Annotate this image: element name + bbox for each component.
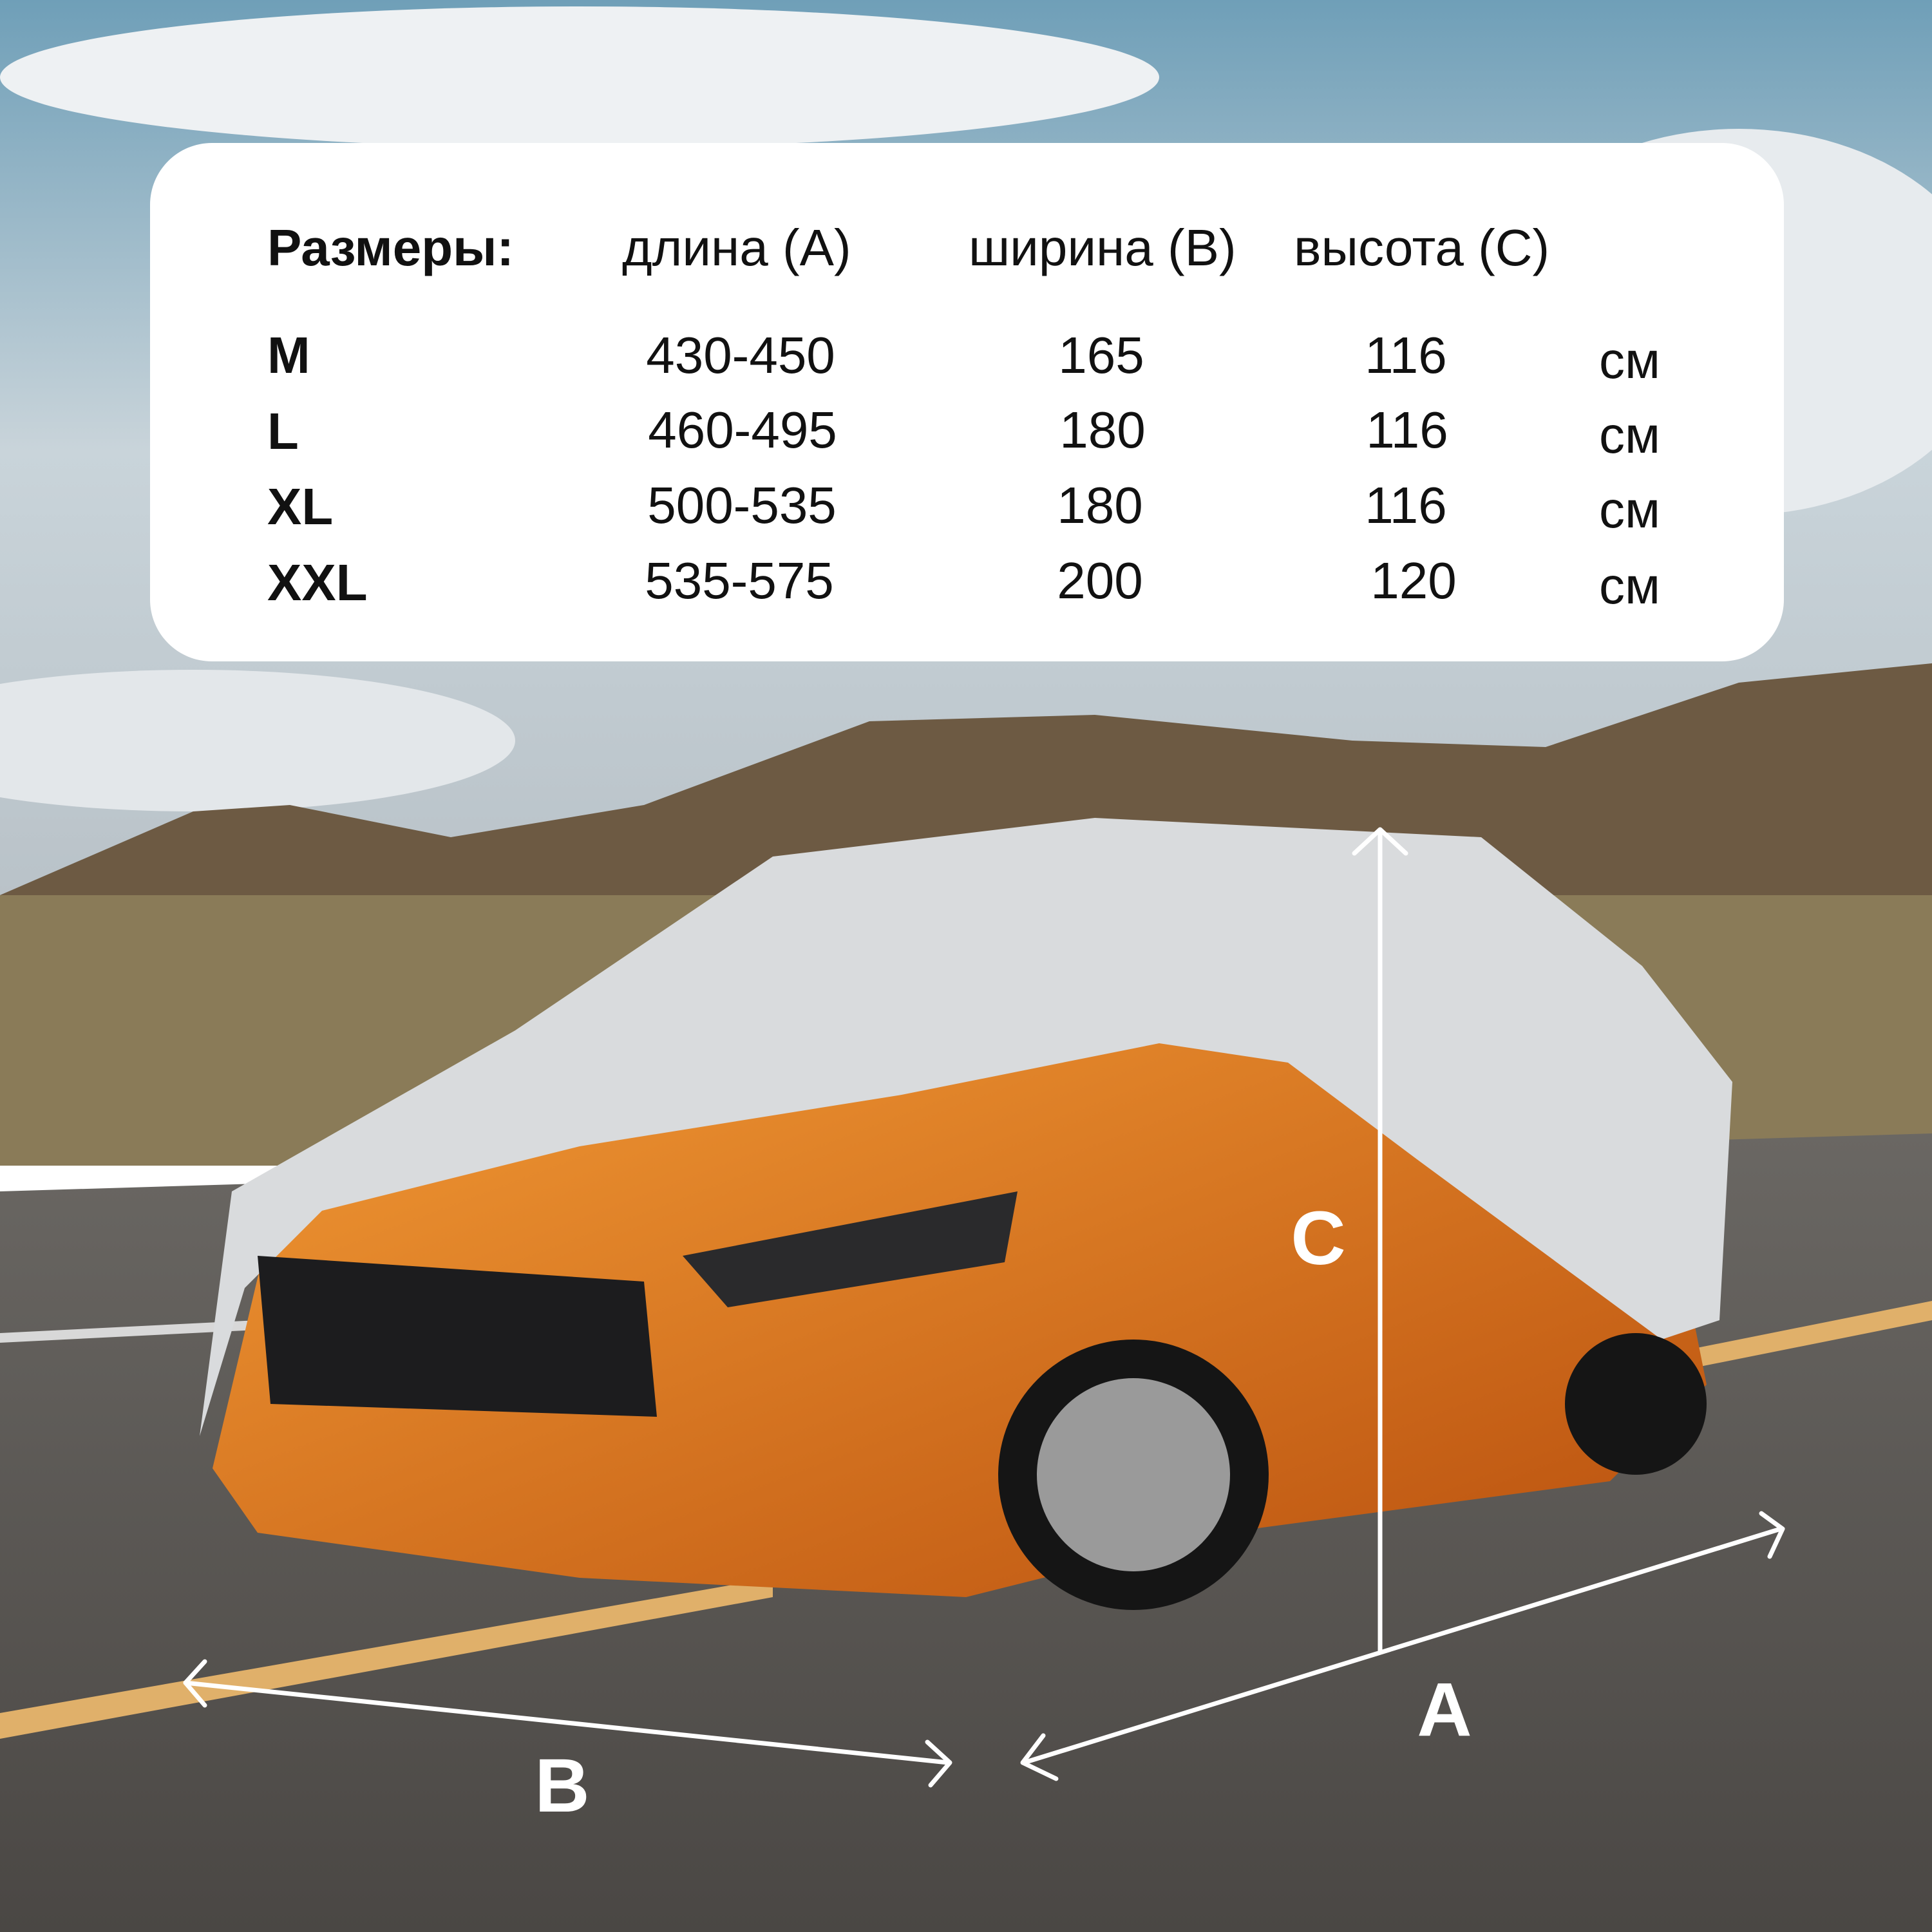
length-value: 460-495 — [648, 401, 837, 459]
size-table-card — [150, 143, 1784, 661]
dimension-label-b: B — [535, 1743, 590, 1828]
width-value: 180 — [1059, 401, 1146, 459]
cloud — [0, 6, 1159, 148]
headlight — [683, 1191, 1018, 1307]
unit-label: см — [1599, 406, 1660, 464]
width-value: 180 — [1057, 477, 1143, 534]
height-value: 120 — [1370, 552, 1457, 609]
table-title: Размеры: — [267, 219, 515, 276]
height-value: 116 — [1366, 401, 1448, 459]
dimension-label-c: C — [1291, 1196, 1346, 1281]
unit-label: см — [1599, 332, 1660, 389]
cloud — [0, 670, 515, 811]
car-grille — [258, 1256, 657, 1417]
height-value: 116 — [1365, 477, 1447, 534]
column-header-height: высота (C) — [1294, 219, 1550, 276]
dimension-label-a: A — [1417, 1667, 1472, 1752]
length-value: 430-450 — [646, 327, 835, 384]
dimension-arrows — [183, 827, 1785, 1788]
unit-label: см — [1599, 557, 1660, 614]
car-cover — [200, 818, 1732, 1436]
size-label: XL — [267, 478, 334, 535]
size-label: M — [267, 327, 310, 384]
size-label: XXL — [267, 554, 368, 611]
column-header-width: ширина (B) — [969, 219, 1236, 276]
road-line — [0, 1578, 773, 1739]
size-label: L — [267, 402, 299, 460]
width-value: 200 — [1057, 552, 1143, 609]
height-value: 116 — [1365, 327, 1447, 384]
length-value: 535-575 — [645, 552, 834, 609]
column-header-length: длина (A) — [622, 219, 851, 276]
front-rim — [1037, 1378, 1230, 1571]
width-value: 165 — [1058, 327, 1144, 384]
arrow-a — [1021, 1526, 1783, 1765]
arrow-b — [183, 1680, 951, 1765]
length-value: 500-535 — [647, 477, 837, 534]
car-body — [213, 1030, 1707, 1597]
unit-label: см — [1599, 481, 1660, 538]
rear-wheel — [1565, 1333, 1707, 1475]
